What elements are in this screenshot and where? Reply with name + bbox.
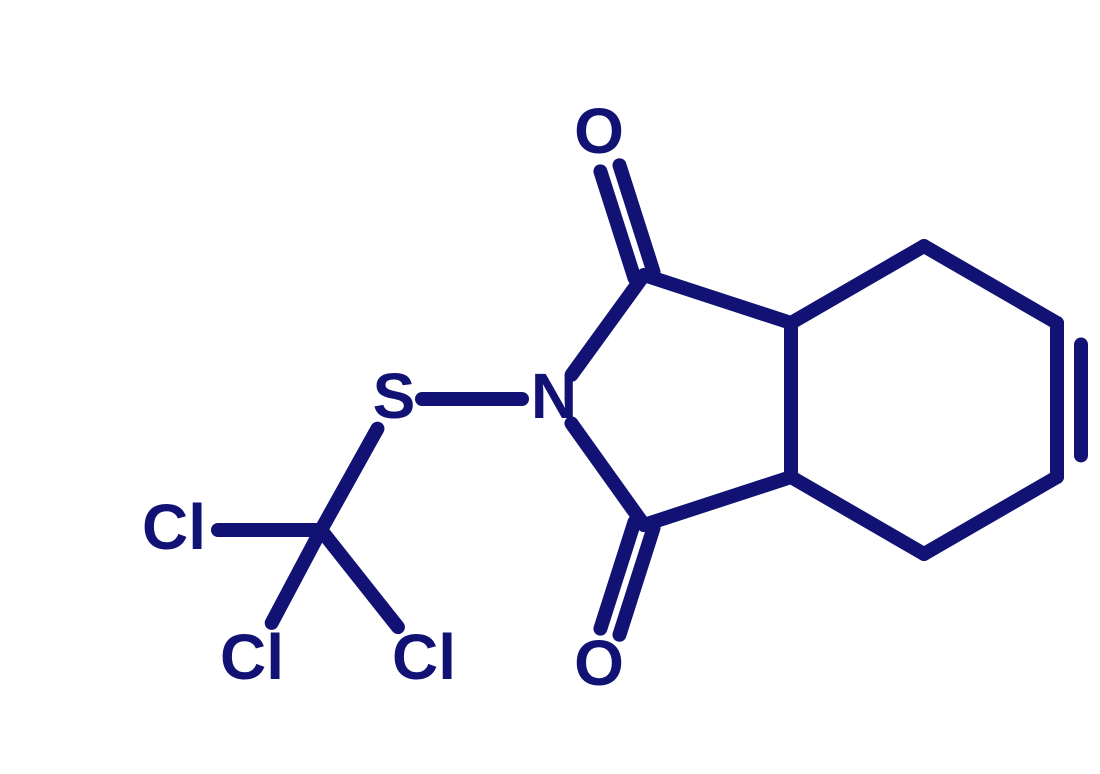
bond-R_bottom-H_botR: [791, 477, 924, 554]
bond-C_top-R_top: [644, 275, 791, 323]
atom-label-O_bottom: O: [574, 627, 624, 699]
atom-label-Cl3: Cl: [392, 621, 456, 693]
atom-label-O_top: O: [574, 95, 624, 167]
bond-N-C_bottom: [571, 423, 644, 525]
bond-R_top-H_topR: [791, 246, 924, 323]
bond-H_botR-H_right_bottom: [924, 477, 1057, 554]
bond-S-C_trichloro: [321, 429, 377, 530]
atom-label-N: N: [531, 360, 577, 432]
bond-H_topR-H_right_top: [924, 246, 1057, 323]
bond-N-C_top: [572, 275, 644, 375]
molecule-diagram: NSClClClOO: [0, 0, 1100, 774]
bond-C_bottom-R_bottom: [644, 477, 791, 525]
bond-C_trichloro-Cl2: [272, 530, 321, 623]
atom-label-S: S: [373, 360, 416, 432]
bond-C_trichloro-Cl3: [321, 530, 398, 627]
atom-label-Cl2: Cl: [220, 621, 284, 693]
atom-label-Cl1: Cl: [142, 491, 206, 563]
